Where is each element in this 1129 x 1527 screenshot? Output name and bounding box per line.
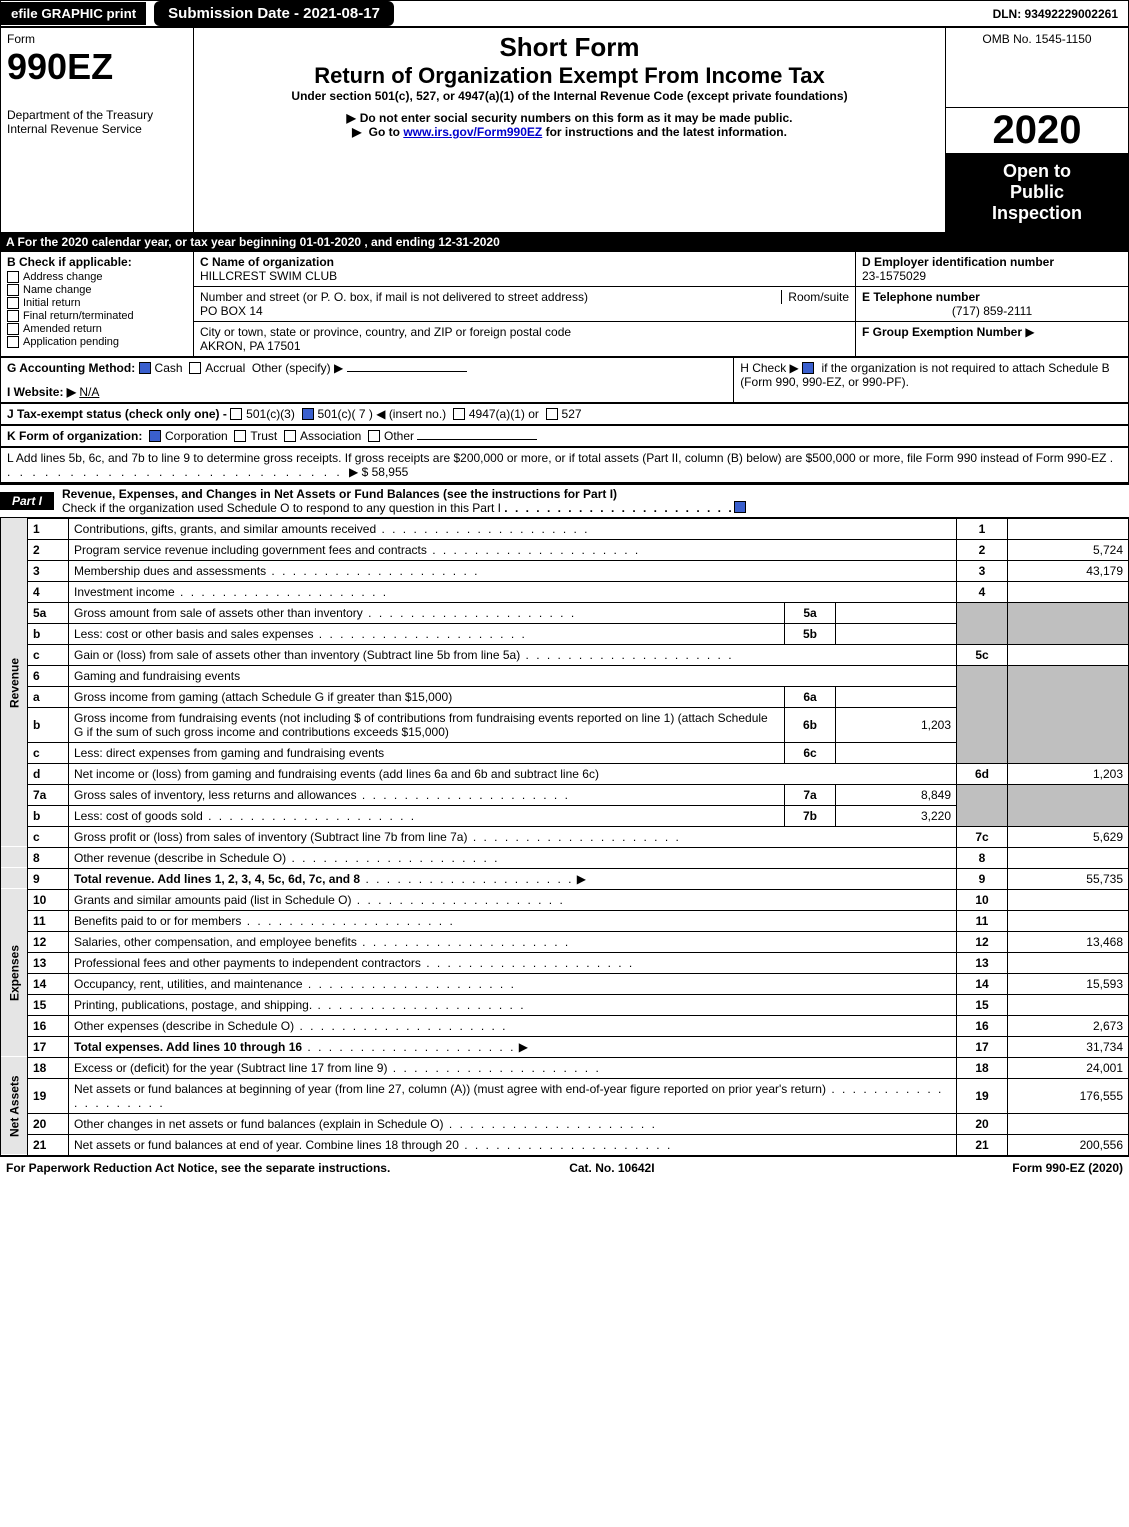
footer-cat: Cat. No. 10642I (569, 1161, 654, 1175)
cb-other[interactable] (368, 430, 380, 442)
city-label: City or town, state or province, country… (200, 325, 849, 339)
cb-address-change[interactable] (7, 271, 19, 283)
cb-amended-return[interactable] (7, 323, 19, 335)
h-sub: (Form 990, 990-EZ, or 990-PF). (740, 375, 1122, 389)
line-5c-value (1008, 644, 1129, 665)
h-label: H Check ▶ (740, 361, 799, 375)
l-row: L Add lines 5b, 6c, and 7b to line 9 to … (0, 447, 1129, 483)
form-word: Form (7, 32, 187, 46)
cb-cash[interactable] (139, 362, 151, 374)
footer-left: For Paperwork Reduction Act Notice, see … (6, 1161, 390, 1175)
section-b-title: B Check if applicable: (7, 255, 187, 269)
line-21-value: 200,556 (1008, 1134, 1129, 1155)
dln-label: DLN: 93492229002261 (983, 3, 1128, 25)
cb-initial-return[interactable] (7, 297, 19, 309)
line-2-value: 5,724 (1008, 539, 1129, 560)
line-7b-value: 3,220 (836, 805, 957, 826)
part-1-header: Part I Revenue, Expenses, and Changes in… (0, 483, 1129, 518)
revenue-side-label: Revenue (1, 518, 28, 847)
arrow-icon: ▶ (1025, 325, 1034, 339)
j-row: J Tax-exempt status (check only one) - 5… (0, 403, 1129, 425)
cb-h-check[interactable] (802, 362, 814, 374)
cb-corp[interactable] (149, 430, 161, 442)
cb-4947[interactable] (453, 408, 465, 420)
form-number: 990EZ (7, 46, 187, 88)
addr-label: Number and street (or P. O. box, if mail… (200, 290, 849, 304)
cb-501c3[interactable] (230, 408, 242, 420)
cb-501c[interactable] (302, 408, 314, 420)
line-19-value: 176,555 (1008, 1078, 1129, 1113)
omb-number: OMB No. 1545-1150 (952, 32, 1122, 46)
line-12-value: 13,468 (1008, 931, 1129, 952)
e-phone-label: E Telephone number (862, 290, 1122, 304)
d-ein-label: D Employer identification number (862, 255, 1122, 269)
dept-treasury: Department of the Treasury (7, 108, 187, 122)
page-footer: For Paperwork Reduction Act Notice, see … (0, 1156, 1129, 1179)
calendar-year-line: A For the 2020 calendar year, or tax yea… (0, 233, 1129, 251)
line-1-value (1008, 518, 1129, 539)
city-value: AKRON, PA 17501 (200, 339, 849, 353)
k-row: K Form of organization: Corporation Trus… (0, 425, 1129, 447)
line-7c-value: 5,629 (1008, 826, 1129, 847)
cb-527[interactable] (546, 408, 558, 420)
instruction-2: Go to www.irs.gov/Form990EZ for instruct… (200, 125, 939, 139)
top-bar: efile GRAPHIC print Submission Date - 20… (0, 0, 1129, 27)
efile-print-button[interactable]: efile GRAPHIC print (1, 2, 146, 25)
open-to-public-box: Open to Public Inspection (946, 153, 1128, 232)
addr-value: PO BOX 14 (200, 304, 849, 318)
line-9-value: 55,735 (1008, 868, 1129, 889)
entity-info: B Check if applicable: Address change Na… (0, 251, 1129, 357)
line-18-value: 24,001 (1008, 1057, 1129, 1078)
title-sub: Under section 501(c), 527, or 4947(a)(1)… (200, 89, 939, 103)
submission-date-button[interactable]: Submission Date - 2021-08-17 (154, 1, 394, 26)
checkbox-list: Address change Name change Initial retur… (7, 271, 187, 349)
line-16-value: 2,673 (1008, 1015, 1129, 1036)
line-6d-value: 1,203 (1008, 763, 1129, 784)
line-14-value: 15,593 (1008, 973, 1129, 994)
footer-right: Form 990-EZ (2020) (1012, 1161, 1123, 1175)
part-1-grid: Revenue 1 Contributions, gifts, grants, … (0, 518, 1129, 1156)
form-header: Form 990EZ Department of the Treasury In… (0, 27, 1129, 233)
tax-year: 2020 (946, 108, 1128, 153)
cb-accrual[interactable] (189, 362, 201, 374)
line-8-value (1008, 847, 1129, 868)
phone-value: (717) 859-2111 (862, 304, 1122, 318)
line-3-value: 43,179 (1008, 560, 1129, 581)
dept-irs: Internal Revenue Service (7, 122, 187, 136)
title-main: Return of Organization Exempt From Incom… (200, 63, 939, 89)
line-6b-value: 1,203 (836, 707, 957, 742)
l-value: $ 58,955 (362, 465, 409, 479)
g-h-row: G Accounting Method: Cash Accrual Other … (0, 357, 1129, 403)
ein-value: 23-1575029 (862, 269, 1122, 283)
cb-final-return[interactable] (7, 310, 19, 322)
g-label: G Accounting Method: (7, 361, 135, 375)
part-1-tab: Part I (0, 492, 54, 510)
c-name-label: C Name of organization (200, 255, 849, 269)
cb-trust[interactable] (234, 430, 246, 442)
website-value: N/A (79, 385, 99, 399)
cb-assoc[interactable] (284, 430, 296, 442)
org-name: HILLCREST SWIM CLUB (200, 269, 849, 283)
f-group-label: F Group Exemption Number (862, 325, 1022, 339)
net-assets-side-label: Net Assets (1, 1057, 28, 1155)
cb-name-change[interactable] (7, 284, 19, 296)
cb-schedule-o[interactable] (734, 501, 746, 513)
instruction-1: Do not enter social security numbers on … (200, 111, 939, 125)
irs-link[interactable]: www.irs.gov/Form990EZ (403, 125, 542, 139)
title-short: Short Form (200, 32, 939, 63)
expenses-side-label: Expenses (1, 889, 28, 1057)
cb-application-pending[interactable] (7, 336, 19, 348)
line-7a-value: 8,849 (836, 784, 957, 805)
line-17-value: 31,734 (1008, 1036, 1129, 1057)
line-4-value (1008, 581, 1129, 602)
i-website-label: I Website: ▶ (7, 385, 76, 399)
